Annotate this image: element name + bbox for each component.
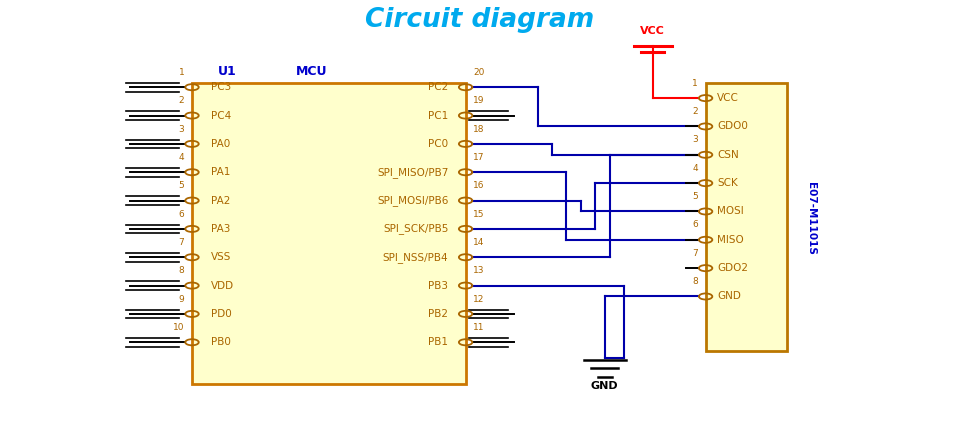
Text: PA1: PA1 [211, 167, 230, 177]
Text: VCC: VCC [717, 93, 739, 103]
Text: PA3: PA3 [211, 224, 230, 234]
Text: PB2: PB2 [428, 309, 448, 319]
Text: Circuit diagram: Circuit diagram [366, 7, 594, 33]
Text: PB3: PB3 [428, 281, 448, 290]
Text: PB1: PB1 [428, 337, 448, 347]
Text: PC2: PC2 [428, 82, 448, 92]
Text: 15: 15 [473, 210, 485, 218]
Text: MISO: MISO [717, 235, 744, 245]
Text: GDO0: GDO0 [717, 122, 748, 131]
Text: MCU: MCU [297, 65, 327, 78]
Text: 4: 4 [692, 164, 698, 173]
Text: PA0: PA0 [211, 139, 230, 149]
Text: PD0: PD0 [211, 309, 232, 319]
Text: 8: 8 [179, 266, 184, 275]
Text: SPI_MISO/PB7: SPI_MISO/PB7 [377, 167, 448, 178]
Text: VSS: VSS [211, 252, 231, 262]
Text: 9: 9 [179, 295, 184, 303]
Text: GDO2: GDO2 [717, 263, 748, 273]
Text: 20: 20 [473, 68, 485, 77]
Text: 14: 14 [473, 238, 485, 247]
Text: E07-M1101S: E07-M1101S [806, 181, 816, 255]
Text: SPI_SCK/PB5: SPI_SCK/PB5 [383, 223, 448, 235]
Text: 7: 7 [179, 238, 184, 247]
Text: GND: GND [591, 381, 618, 391]
Text: SPI_NSS/PB4: SPI_NSS/PB4 [383, 252, 448, 263]
Text: 1: 1 [179, 68, 184, 77]
Text: 12: 12 [473, 295, 485, 303]
Text: 11: 11 [473, 323, 485, 332]
Text: PC1: PC1 [428, 111, 448, 120]
Text: 5: 5 [692, 192, 698, 201]
Text: 6: 6 [692, 221, 698, 229]
Text: PB0: PB0 [211, 337, 231, 347]
Text: 17: 17 [473, 153, 485, 162]
Text: PA2: PA2 [211, 196, 230, 205]
Text: 16: 16 [473, 181, 485, 190]
Text: U1: U1 [218, 65, 237, 78]
Text: SCK: SCK [717, 178, 738, 188]
Text: 19: 19 [473, 96, 485, 105]
Text: 1: 1 [692, 79, 698, 88]
Text: 3: 3 [692, 136, 698, 144]
Text: 5: 5 [179, 181, 184, 190]
Text: 6: 6 [179, 210, 184, 218]
Bar [706, 83, 787, 351]
Bar [192, 83, 466, 384]
Text: MOSI: MOSI [717, 207, 744, 216]
Text: VCC: VCC [640, 26, 665, 35]
Text: 7: 7 [692, 249, 698, 258]
Text: VDD: VDD [211, 281, 234, 290]
Text: GND: GND [717, 292, 741, 301]
Text: PC4: PC4 [211, 111, 231, 120]
Text: 13: 13 [473, 266, 485, 275]
Text: SPI_MOSI/PB6: SPI_MOSI/PB6 [377, 195, 448, 206]
Text: 18: 18 [473, 125, 485, 133]
Text: PC3: PC3 [211, 82, 231, 92]
Text: 2: 2 [692, 107, 698, 116]
Text: 3: 3 [179, 125, 184, 133]
Text: 8: 8 [692, 277, 698, 286]
Text: 4: 4 [179, 153, 184, 162]
Text: PC0: PC0 [428, 139, 448, 149]
Text: 10: 10 [173, 323, 184, 332]
Text: CSN: CSN [717, 150, 739, 160]
Text: 2: 2 [179, 96, 184, 105]
